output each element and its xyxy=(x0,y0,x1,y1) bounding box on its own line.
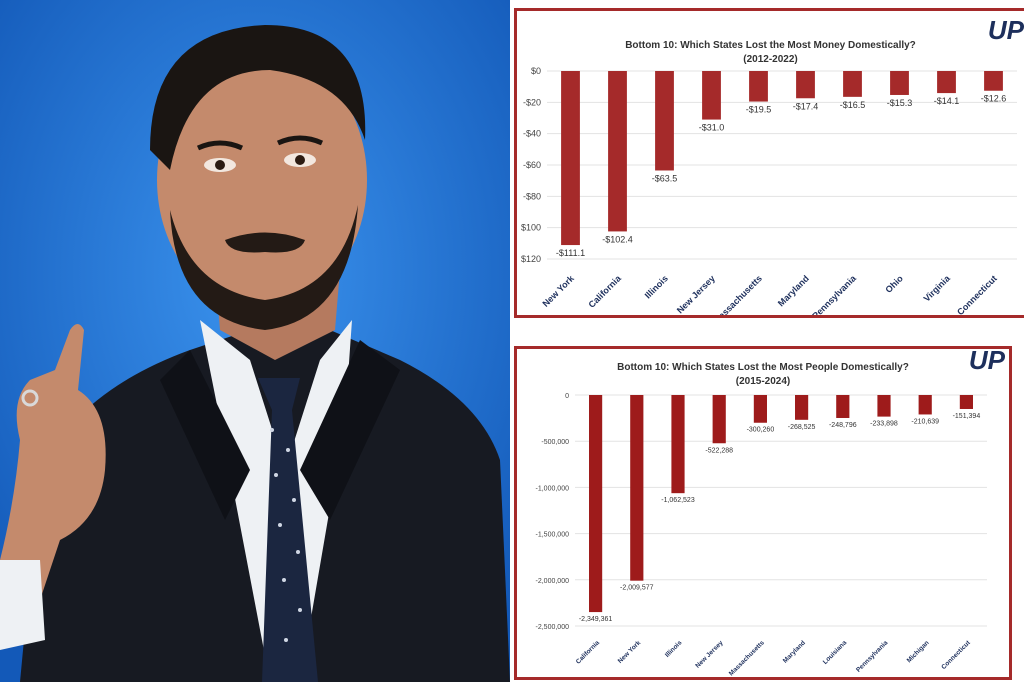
bar xyxy=(712,395,726,444)
y-tick-label: -$60 xyxy=(523,160,541,170)
money-loss-bar-chart: $0 -$20 -$40 -$60 -$80 $100 $120 -$111.1 New Yor… xyxy=(521,66,1017,315)
data-label: -$12.6 xyxy=(981,94,1007,104)
money-loss-chart-panel: Bottom 10: Which States Lost the Most Mo… xyxy=(514,8,1024,318)
y-tick-label: -2,000,000 xyxy=(536,578,570,585)
bar xyxy=(753,395,767,423)
category-label: Ohio xyxy=(883,273,905,295)
data-label: -248,796 xyxy=(829,422,857,429)
bar xyxy=(843,71,862,97)
bar xyxy=(836,395,850,418)
y-tick-label: $100 xyxy=(521,223,541,233)
data-label: -210,639 xyxy=(911,418,939,425)
bar xyxy=(890,71,909,95)
bar xyxy=(749,71,768,102)
category-label: Illinois xyxy=(643,273,670,300)
chart-title: Bottom 10: Which States Lost the Most Mo… xyxy=(625,40,916,51)
y-tick-label: -$20 xyxy=(523,97,541,107)
category-label: Illinois xyxy=(664,639,684,659)
category-label: Pennsylvania xyxy=(810,273,858,315)
data-label: -$17.4 xyxy=(793,101,819,111)
data-label: -$19.5 xyxy=(746,105,772,115)
bar xyxy=(959,395,973,409)
category-label: Connecticut xyxy=(940,639,972,671)
y-tick-label: 0 xyxy=(565,393,569,400)
category-label: New Jersey xyxy=(675,273,717,315)
category-label: New York xyxy=(540,273,576,309)
bar xyxy=(918,395,932,415)
category-label: New York xyxy=(617,639,643,665)
bar xyxy=(608,71,627,232)
category-label: Connecticut xyxy=(955,273,999,315)
bar xyxy=(655,71,674,171)
category-label: Massachusetts xyxy=(711,273,764,315)
y-tick-label: -1,000,000 xyxy=(536,485,570,492)
y-tick-label: $120 xyxy=(521,254,541,264)
data-label: -268,525 xyxy=(788,424,816,431)
chart-subtitle: (2012-2022) xyxy=(743,54,798,65)
data-label: -$15.3 xyxy=(887,98,913,108)
category-label: California xyxy=(586,273,623,310)
data-label: -151,394 xyxy=(953,413,981,420)
data-label: -$63.5 xyxy=(652,173,678,183)
category-label: Maryland xyxy=(776,273,811,308)
bar xyxy=(671,395,685,494)
data-label: -$111.1 xyxy=(556,248,585,258)
y-tick-label: $0 xyxy=(531,66,541,76)
y-tick-label: -2,500,000 xyxy=(536,624,570,631)
data-label: -$31.0 xyxy=(699,123,725,133)
bar xyxy=(561,71,580,246)
chart-subtitle: (2015-2024) xyxy=(735,376,791,387)
bar xyxy=(589,395,603,613)
category-label: Pennsylvania xyxy=(855,639,890,674)
category-label: California xyxy=(575,639,601,665)
data-label: -522,288 xyxy=(705,447,733,454)
y-tick-label: -500,000 xyxy=(541,439,569,446)
bar xyxy=(630,395,644,581)
speaker-photo xyxy=(0,0,510,682)
y-tick-label: -1,500,000 xyxy=(536,532,570,539)
category-label: Virginia xyxy=(922,273,953,304)
y-tick-label: -$80 xyxy=(523,191,541,201)
data-label: -2,349,361 xyxy=(579,616,613,623)
category-label: Michigan xyxy=(906,639,931,664)
data-label: -233,898 xyxy=(870,421,898,428)
y-tick-label: -$40 xyxy=(523,129,541,139)
bar xyxy=(796,71,815,99)
bar xyxy=(877,395,891,417)
category-label: New Jersey xyxy=(694,639,725,670)
up-logo: UP xyxy=(968,345,1005,375)
bar xyxy=(937,71,956,94)
data-label: -300,260 xyxy=(747,427,775,434)
data-label: -$14.1 xyxy=(934,96,960,106)
category-label: Maryland xyxy=(782,639,807,664)
bar xyxy=(702,71,721,120)
people-loss-chart-panel: Bottom 10: Which States Lost the Most Pe… xyxy=(514,345,1012,680)
data-label: -$102.4 xyxy=(602,234,633,244)
data-label: -$16.5 xyxy=(840,100,866,110)
category-label: Louisiana xyxy=(822,639,849,666)
data-label: -1,062,523 xyxy=(661,497,695,504)
bar xyxy=(795,395,809,420)
person-photo-illustration xyxy=(0,0,510,682)
chart-title: Bottom 10: Which States Lost the Most Pe… xyxy=(617,362,909,373)
up-logo: UP xyxy=(987,15,1024,45)
category-label: Massachusetts xyxy=(728,639,766,677)
data-label: -2,009,577 xyxy=(620,585,654,592)
people-loss-bar-chart: 0 -500,000 -1,000,000 -1,500,000 -2,000,000 -… xyxy=(536,393,987,677)
bar xyxy=(984,71,1003,91)
